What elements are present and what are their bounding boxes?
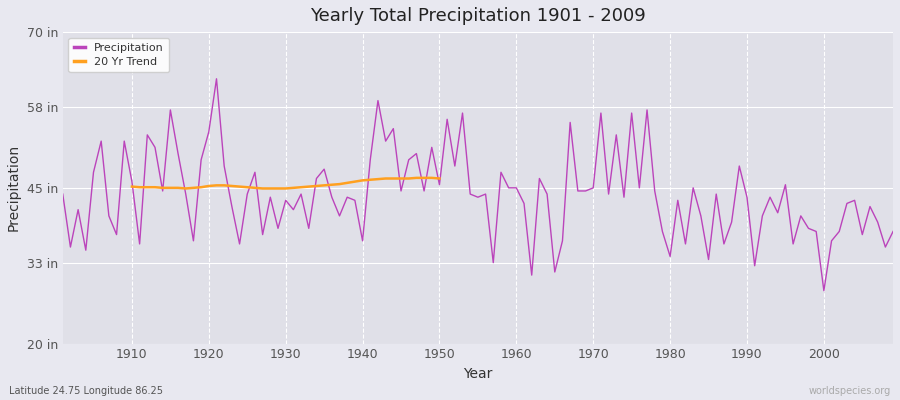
20 Yr Trend (173, 186, 184, 190)
20 Yr Trend (319, 183, 329, 188)
20 Yr Trend (327, 182, 338, 187)
Precipitation (296, 192, 307, 196)
20 Yr Trend (219, 183, 230, 188)
20 Yr Trend (234, 184, 245, 189)
20 Yr Trend (411, 176, 422, 180)
Title: Yearly Total Precipitation 1901 - 2009: Yearly Total Precipitation 1901 - 2009 (310, 7, 646, 25)
20 Yr Trend (334, 182, 345, 186)
Precipitation (511, 186, 522, 190)
20 Yr Trend (380, 176, 391, 181)
Precipitation (212, 76, 222, 81)
20 Yr Trend (434, 176, 445, 181)
20 Yr Trend (342, 180, 353, 185)
Precipitation (887, 229, 898, 234)
20 Yr Trend (195, 185, 206, 190)
20 Yr Trend (296, 185, 307, 190)
20 Yr Trend (396, 176, 407, 181)
20 Yr Trend (273, 186, 284, 191)
20 Yr Trend (357, 178, 368, 183)
20 Yr Trend (212, 183, 222, 188)
Text: worldspecies.org: worldspecies.org (809, 386, 891, 396)
20 Yr Trend (134, 185, 145, 190)
20 Yr Trend (188, 186, 199, 190)
20 Yr Trend (373, 177, 383, 182)
Precipitation (342, 195, 353, 200)
X-axis label: Year: Year (464, 367, 492, 381)
20 Yr Trend (311, 184, 322, 188)
20 Yr Trend (288, 186, 299, 190)
20 Yr Trend (265, 186, 275, 191)
Precipitation (518, 201, 529, 206)
20 Yr Trend (418, 176, 429, 180)
Precipitation (611, 132, 622, 137)
Precipitation (119, 139, 130, 144)
20 Yr Trend (227, 184, 238, 188)
20 Yr Trend (242, 185, 253, 190)
20 Yr Trend (142, 185, 153, 190)
20 Yr Trend (257, 186, 268, 191)
Line: Precipitation: Precipitation (63, 79, 893, 291)
20 Yr Trend (427, 176, 437, 180)
20 Yr Trend (180, 186, 191, 191)
20 Yr Trend (403, 176, 414, 181)
20 Yr Trend (165, 186, 176, 190)
20 Yr Trend (388, 176, 399, 181)
20 Yr Trend (280, 186, 291, 191)
20 Yr Trend (127, 184, 138, 189)
Y-axis label: Precipitation: Precipitation (7, 144, 21, 232)
20 Yr Trend (203, 184, 214, 188)
20 Yr Trend (349, 179, 360, 184)
Line: 20 Yr Trend: 20 Yr Trend (132, 178, 439, 188)
Text: Latitude 24.75 Longitude 86.25: Latitude 24.75 Longitude 86.25 (9, 386, 163, 396)
20 Yr Trend (364, 177, 375, 182)
Legend: Precipitation, 20 Yr Trend: Precipitation, 20 Yr Trend (68, 38, 169, 72)
20 Yr Trend (158, 186, 168, 190)
20 Yr Trend (249, 186, 260, 190)
Precipitation (58, 192, 68, 196)
Precipitation (818, 288, 829, 293)
20 Yr Trend (149, 185, 160, 190)
20 Yr Trend (303, 184, 314, 189)
